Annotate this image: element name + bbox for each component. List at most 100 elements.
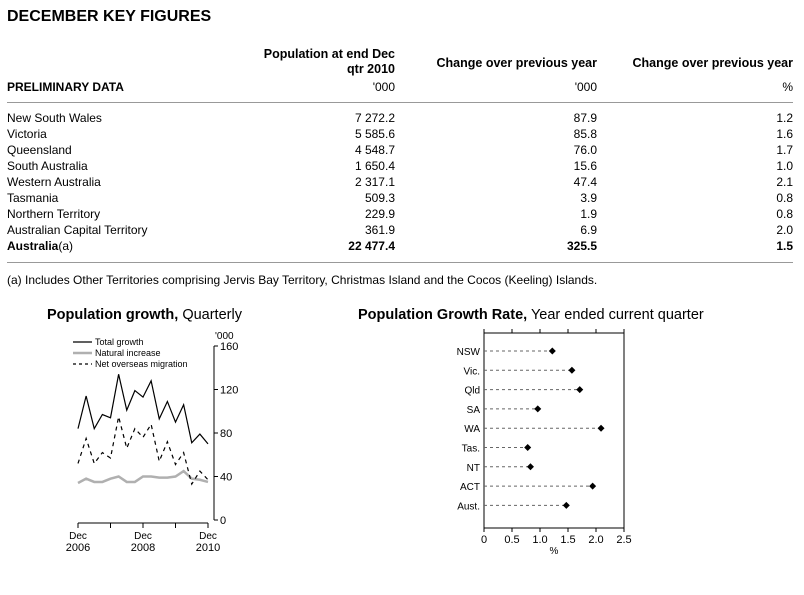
cell-name: South Australia <box>7 159 88 173</box>
cell-chg: 87.9 <box>573 111 597 125</box>
cell-pop: 4 548.7 <box>354 143 395 157</box>
x-tick-label: 2010 <box>196 542 220 554</box>
data-point-tas <box>524 444 532 451</box>
chart1-title: Population growth, Quarterly <box>47 307 242 323</box>
data-point-sa <box>534 405 542 413</box>
cell-chg: 3.9 <box>580 191 597 205</box>
y-tick-label: 80 <box>220 428 232 440</box>
series-line-natural-increase <box>77 469 209 485</box>
cell-pop: 361.9 <box>364 223 395 237</box>
table-row: Australian Capital Territory 361.9 6.9 2.0 <box>7 223 793 239</box>
x-tick-label: 2.0 <box>588 534 603 546</box>
cell-name: Queensland <box>7 143 72 157</box>
table-row: Tasmania 509.3 3.9 0.8 <box>7 191 793 207</box>
x-tick-label: 2.5 <box>616 534 631 546</box>
y-axis-unit: '000 <box>215 331 234 342</box>
row-header: PRELIMINARY DATA <box>7 80 124 94</box>
y-tick-label: 0 <box>220 515 226 527</box>
x-axis-label: % <box>550 546 559 557</box>
cell-chg: 15.6 <box>573 159 597 173</box>
col-header-line: Population at end Dec <box>263 47 395 61</box>
cell-chg: 85.8 <box>573 127 597 141</box>
data-point-act <box>589 482 597 490</box>
cell-name: New South Wales <box>7 111 102 125</box>
table-row: Queensland 4 548.7 76.0 1.7 <box>7 143 793 159</box>
cell-chg: 325.5 <box>566 239 597 253</box>
col-header-change: Change over previous year <box>436 56 597 70</box>
data-point-wa <box>597 424 605 432</box>
table-row: Victoria 5 585.6 85.8 1.6 <box>7 127 793 143</box>
growth-rate-chart: 0 0.5 1.0 1.5 2.0 2.5% NSW Vic. Qld SA WA Tas. NT ACT… <box>457 329 632 557</box>
category-label: NT <box>467 463 480 474</box>
footnote: (a) Includes Other Territories comprisin… <box>7 273 598 287</box>
cell-pct: 1.0 <box>776 159 793 173</box>
data-point-nt <box>526 463 534 471</box>
divider <box>7 262 793 263</box>
cell-name: Victoria <box>7 127 47 141</box>
cell-pct: 1.7 <box>776 143 793 157</box>
y-tick-label: 40 <box>220 472 232 484</box>
cell-pop: 2 317.1 <box>354 175 395 189</box>
table-row: Western Australia 2 317.1 47.4 2.1 <box>7 175 793 191</box>
cell-pop: 7 272.2 <box>354 111 395 125</box>
cell-name: Northern Territory <box>7 207 101 221</box>
cell-pop: 1 650.4 <box>354 159 395 173</box>
legend-label: Total growth <box>95 337 144 347</box>
cell-chg: 47.4 <box>573 175 597 189</box>
category-label: ACT <box>460 482 480 493</box>
series-line-net-overseas-migration <box>77 416 209 486</box>
x-tick-label: 0 <box>481 534 487 546</box>
legend-label: Net overseas migration <box>95 359 188 369</box>
chart2-title: Population Growth Rate, Year ended curre… <box>358 307 704 323</box>
row-name: Australia(a) <box>7 239 73 253</box>
x-tick-label: 1.5 <box>560 534 575 546</box>
table-row: New South Wales 7 272.2 87.9 1.2 <box>7 111 793 127</box>
data-point-vic <box>568 366 576 374</box>
chart2-title-rest: Year ended current quarter <box>527 307 704 323</box>
x-tick-label: Dec <box>69 531 87 542</box>
x-tick-label: Dec <box>134 531 152 542</box>
data-point-nsw <box>548 347 556 355</box>
category-label: WA <box>464 424 480 435</box>
category-label: Aust. <box>457 501 480 512</box>
category-label: Tas. <box>462 444 480 455</box>
footnote-ref: (a) <box>58 239 74 253</box>
category-label: SA <box>467 405 481 416</box>
table-row: Northern Territory 229.9 1.9 0.8 <box>7 207 793 223</box>
cell-name: Australian Capital Territory <box>7 223 148 237</box>
cell-name: Western Australia <box>7 175 101 189</box>
cell-pop: 5 585.6 <box>354 127 395 141</box>
category-label: NSW <box>457 347 481 358</box>
x-tick-label: 0.5 <box>504 534 519 546</box>
cell-pop: 22 477.4 <box>348 239 395 253</box>
total-name: Australia <box>7 239 59 253</box>
cell-pct: 2.1 <box>776 175 793 189</box>
cell-chg: 1.9 <box>580 207 597 221</box>
cell-chg: 76.0 <box>573 143 597 157</box>
col-header-line: qtr 2010 <box>347 62 395 76</box>
x-tick-label: Dec <box>199 531 217 542</box>
x-tick-label: 2006 <box>66 542 90 554</box>
col-header-change-pct: Change over previous year <box>632 56 793 70</box>
cell-pct: 2.0 <box>776 223 793 237</box>
unit-change: '000 <box>574 80 597 94</box>
data-point-aust <box>562 501 570 509</box>
unit-population: '000 <box>372 80 395 94</box>
population-growth-chart: 04080120160'000Dec2006Dec2008Dec2010Tota… <box>66 331 239 554</box>
table-row: South Australia 1 650.4 15.6 1.0 <box>7 159 793 175</box>
data-point-qld <box>576 386 584 394</box>
category-label: Vic. <box>464 366 481 377</box>
y-tick-label: 120 <box>220 385 238 397</box>
cell-chg: 6.9 <box>580 223 597 237</box>
legend-label: Natural increase <box>95 348 161 358</box>
chart2-title-bold: Population Growth Rate, <box>358 307 528 323</box>
chart1-title-rest: Quarterly <box>178 307 242 323</box>
cell-pct: 1.5 <box>776 239 793 253</box>
plot-frame <box>483 332 625 529</box>
divider <box>7 102 793 103</box>
category-label: Qld <box>464 386 480 397</box>
cell-pct: 1.6 <box>776 127 793 141</box>
series-line-total-growth <box>77 374 209 445</box>
table-row-total: Australia(a) 22 477.4 325.5 1.5 <box>7 239 793 255</box>
cell-pct: 0.8 <box>776 207 793 221</box>
